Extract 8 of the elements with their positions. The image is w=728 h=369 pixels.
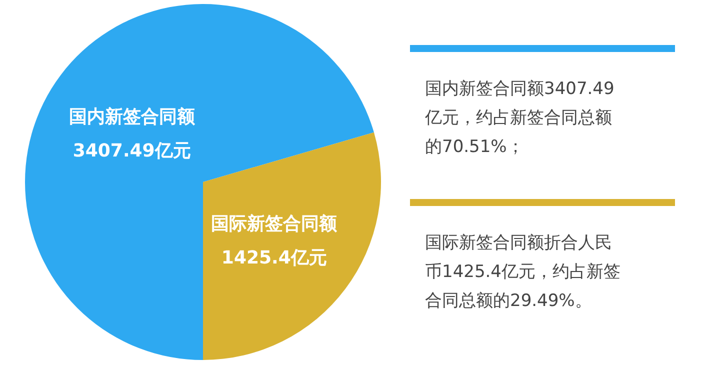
pie-slice: [25, 4, 374, 360]
data-label: 3407.49亿元: [72, 140, 191, 162]
text: 国内新签合同额3407.49亿元，约占新签合同总额的70.51%；: [425, 78, 616, 159]
data-label: 1425.4亿元: [221, 247, 327, 268]
slice-label: 国内新签合同额: [68, 106, 196, 128]
slice-label: 国际新签合同额: [211, 213, 338, 234]
text: 国际新签合同额折合人民币1425.4亿元，约占新签合同总额的29.49%。: [425, 232, 622, 313]
pie-slice: [203, 132, 381, 360]
